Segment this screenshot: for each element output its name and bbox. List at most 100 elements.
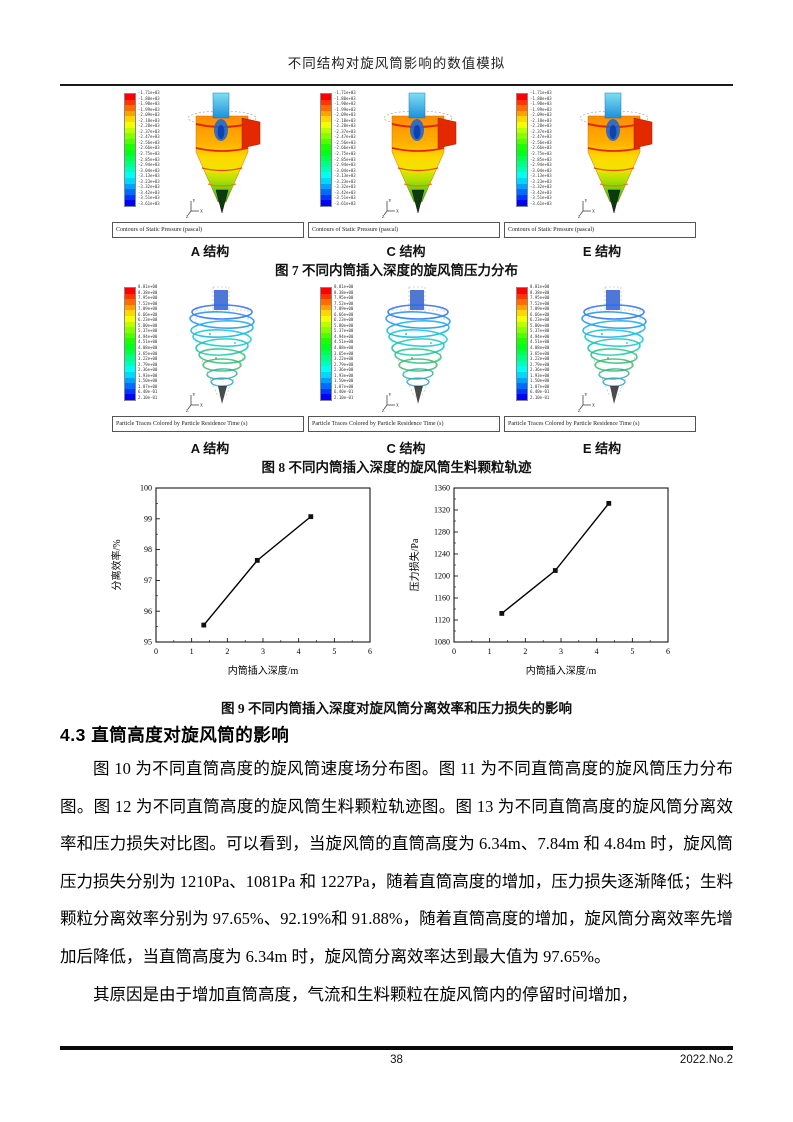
x-tick-label: 1	[190, 647, 194, 656]
structure-label: A 结构	[190, 441, 230, 456]
data-point-marker	[308, 514, 314, 520]
structure-label: E 结构	[582, 441, 622, 456]
x-tick-label: 4	[297, 647, 301, 656]
axis-triad-icon: Y X Z	[186, 392, 203, 413]
y-tick-label: 99	[144, 514, 152, 523]
svg-text:X: X	[396, 209, 399, 214]
svg-text:Z: Z	[382, 408, 385, 413]
x-tick-label: 5	[630, 647, 634, 656]
axis-triad-icon: Y X Z	[578, 198, 595, 219]
figure9-charts: 0 1 2 3 4 5 6 95 96 97 98 99 100 内筒插入深度/m 分离效率/% 0 1 2 3 4…	[108, 480, 686, 692]
y-tick-label: 1320	[434, 506, 450, 515]
data-point-marker	[499, 611, 505, 616]
paragraph: 其原因是由于增加直筒高度，气流和生料颗粒在旋风筒内的停留时间增加，	[93, 984, 638, 1004]
colorbar-gradient	[124, 93, 136, 207]
plot-frame	[453, 487, 669, 643]
pressure-colorbar: -1.71e+03 -1.80e+03 -1.90e+03 -1.99e+03 -2.0…	[320, 90, 356, 207]
footer: 38 2022.No.2	[60, 1054, 733, 1070]
viewer-caption: Particle Traces Colored by Particle Resi…	[504, 416, 696, 432]
viewer-caption: Particle Traces Colored by Particle Resi…	[308, 416, 500, 432]
colorbar-gradient	[516, 93, 528, 207]
x-tick-label: 2	[225, 647, 229, 656]
y-tick-label: 1360	[434, 484, 450, 493]
y-tick-label: 1080	[434, 638, 450, 647]
running-head-title: 不同结构对旋风筒影响的数值模拟	[287, 56, 506, 71]
svg-text:Y: Y	[389, 392, 392, 397]
data-point-marker	[254, 557, 260, 563]
svg-text:X: X	[396, 403, 399, 408]
x-tick-label: 3	[261, 647, 265, 656]
structure-label: A 结构	[190, 244, 230, 259]
axis-triad-icon: Y X Z	[382, 392, 399, 413]
x-tick-label: 5	[332, 647, 336, 656]
colorbar-tick-labels: -1.71e+03 -1.80e+03 -1.90e+03 -1.99e+03 -2.0…	[138, 90, 160, 206]
figure8-panels: 8.81e+00 8.38e+00 7.95e+00 7.52e+00 7.09e+00…	[112, 284, 700, 432]
svg-text:X: X	[592, 403, 595, 408]
y-axis-label: 压力损失/Pa	[408, 538, 421, 591]
pressure-colorbar: -1.71e+03 -1.80e+03 -1.90e+03 -1.99e+03 -2.0…	[516, 90, 552, 207]
svg-text:Y: Y	[585, 198, 588, 203]
viewer-caption: Contours of Static Pressure (pascal)	[308, 222, 500, 238]
residence-time-colorbar: 8.81e+00 8.38e+00 7.95e+00 7.52e+00 7.09e+00…	[320, 284, 353, 401]
structure-label: C 结构	[386, 441, 426, 456]
y-axis-label: 分离效率/%	[110, 539, 123, 590]
viewer-caption: Contours of Static Pressure (pascal)	[504, 222, 696, 238]
structure-label: C 结构	[386, 244, 426, 259]
x-tick-label: 4	[595, 647, 599, 656]
residence-time-colorbar: 8.81e+00 8.38e+00 7.95e+00 7.52e+00 7.09e+00…	[124, 284, 157, 401]
y-tick-label: 95	[144, 638, 152, 647]
x-tick-label: 3	[559, 647, 563, 656]
axis-triad-icon: Y X Z	[382, 198, 399, 219]
axis-triad-icon: Y X Z	[578, 392, 595, 413]
y-tick-label: 98	[144, 545, 152, 554]
svg-text:Z: Z	[382, 214, 385, 219]
x-tick-label: 6	[666, 647, 670, 656]
figure7-panel-e: -1.71e+03 -1.80e+03 -1.90e+03 -1.99e+03 -2.0…	[504, 90, 700, 238]
figure7-structure-labels: A 结构 C 结构 E 结构	[112, 241, 700, 260]
figure9-caption: 图 9 不同内筒插入深度对旋风筒分离效率和压力损失的影响	[221, 701, 572, 716]
figure8-panel-c: 8.81e+00 8.38e+00 7.95e+00 7.52e+00 7.09e+00…	[308, 284, 504, 432]
y-tick-label: 1120	[434, 616, 450, 625]
svg-text:Z: Z	[186, 214, 189, 219]
y-tick-label: 1240	[434, 550, 450, 559]
svg-text:Y: Y	[193, 198, 196, 203]
paragraph: 图 10 为不同直筒高度的旋风筒速度场分布图。图 11 为不同直筒高度的旋风筒压…	[60, 759, 733, 967]
svg-text:Y: Y	[585, 392, 588, 397]
y-tick-label: 1280	[434, 528, 450, 537]
axis-triad-icon: Y X Z	[186, 198, 203, 219]
header-rule	[60, 84, 733, 86]
colorbar-gradient	[320, 93, 332, 207]
data-line	[501, 502, 610, 614]
svg-text:X: X	[200, 209, 203, 214]
x-axis-label: 内筒插入深度/m	[526, 664, 597, 677]
plot-frame	[155, 487, 371, 643]
pressure-loss-chart: 0 1 2 3 4 5 6 1080 1120 1160 1200 1240 1280 1320 1360 内…	[408, 484, 670, 677]
data-point-marker	[606, 501, 612, 506]
svg-text:Y: Y	[193, 392, 196, 397]
colorbar-gradient	[516, 287, 528, 401]
svg-text:X: X	[200, 403, 203, 408]
colorbar-tick-labels: -1.71e+03 -1.80e+03 -1.90e+03 -1.99e+03 -2.0…	[530, 90, 552, 206]
y-tick-label: 1200	[434, 572, 450, 581]
x-axis-label: 内筒插入深度/m	[228, 664, 299, 677]
footer-rule	[60, 1046, 733, 1050]
figure8-structure-labels: A 结构 C 结构 E 结构	[112, 438, 700, 457]
structure-label: E 结构	[582, 244, 622, 259]
data-line	[203, 516, 312, 626]
page-number: 38	[390, 1054, 403, 1066]
figure8-panel-a: 8.81e+00 8.38e+00 7.95e+00 7.52e+00 7.09e+00…	[112, 284, 308, 432]
svg-text:Z: Z	[186, 408, 189, 413]
x-tick-label: 0	[154, 647, 158, 656]
x-tick-label: 2	[523, 647, 527, 656]
separation-efficiency-chart: 0 1 2 3 4 5 6 95 96 97 98 99 100 内筒插入深度/m 分离效率/%	[110, 484, 372, 677]
data-point-marker	[552, 568, 558, 573]
y-tick-label: 97	[144, 576, 152, 585]
figure8-panel-e: 8.81e+00 8.38e+00 7.95e+00 7.52e+00 7.09e+00…	[504, 284, 700, 432]
colorbar-tick-labels: 8.81e+00 8.38e+00 7.95e+00 7.52e+00 7.09e+00…	[530, 284, 550, 400]
section-heading: 4.3 直筒高度对旋风筒的影响	[60, 725, 290, 745]
x-tick-label: 0	[452, 647, 456, 656]
y-tick-label: 100	[140, 484, 152, 493]
figure7-panel-a: -1.71e+03 -1.80e+03 -1.90e+03 -1.99e+03 -2.0…	[112, 90, 308, 238]
x-tick-label: 1	[488, 647, 492, 656]
